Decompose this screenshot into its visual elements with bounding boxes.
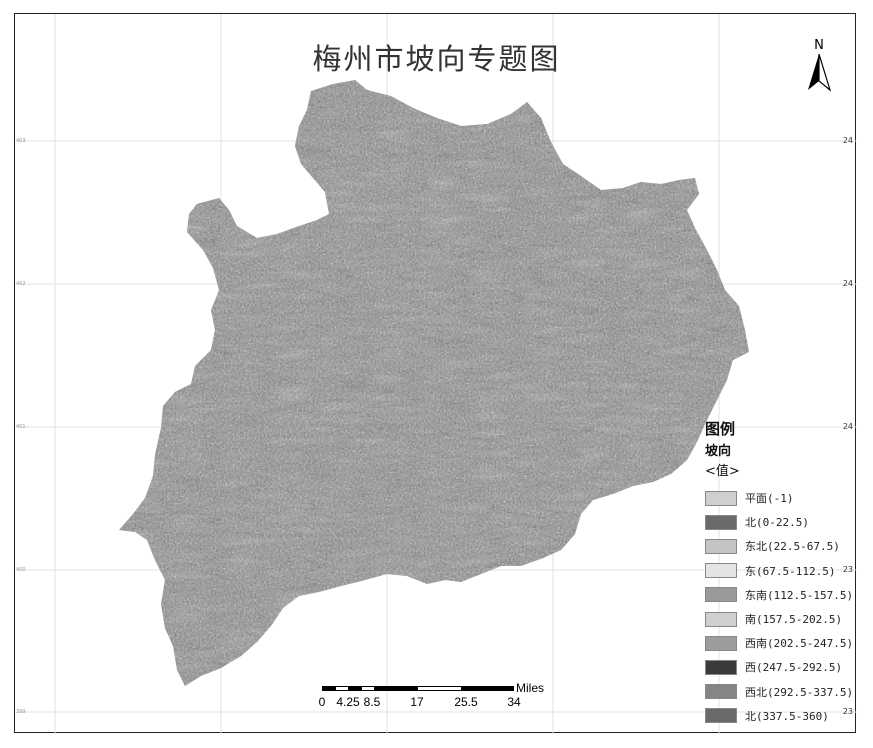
scale-tick: 4.25 — [336, 695, 360, 709]
legend-swatch — [705, 587, 737, 603]
legend-swatch — [705, 514, 737, 530]
legend-value-label: <值> — [705, 464, 740, 479]
scale-tick: 34 — [507, 695, 521, 709]
map-title: 梅州市坡向专题图 — [312, 42, 561, 76]
scale-tick: 25.5 — [454, 695, 478, 709]
legend-item-label: 东北(22.5-67.5) — [745, 540, 840, 554]
lat-label-left-4: 400 — [16, 567, 26, 573]
legend-swatch — [705, 490, 737, 506]
scale-segment — [374, 686, 418, 691]
legend-item-label: 东南(112.5-157.5) — [745, 588, 854, 602]
scale-tick: 0 — [318, 695, 326, 709]
legend-item: 北(337.5-360) — [705, 704, 865, 728]
legend-item: 西北(292.5-337.5) — [705, 680, 865, 704]
aspect-raster-region — [119, 80, 749, 686]
scale-segment — [348, 686, 362, 691]
legend-swatch — [705, 611, 737, 627]
lat-label-left-1: 403 — [16, 138, 26, 144]
map-canvas[interactable] — [15, 14, 857, 734]
lat-label-left-5: 399 — [16, 709, 26, 715]
legend-item-label: 北(0-22.5) — [745, 516, 809, 530]
scale-unit: Miles — [516, 681, 545, 695]
scale-bar: Miles 0 4.25 8.5 17 25.5 34 — [318, 681, 560, 713]
scale-tick: 8.5 — [363, 695, 381, 709]
legend-swatch — [705, 635, 737, 651]
legend-item-label: 平面(-1) — [745, 492, 794, 506]
legend-swatch — [705, 538, 737, 554]
legend-item-label: 南(157.5-202.5) — [745, 613, 843, 627]
legend-items: 平面(-1) 北(0-22.5) 东北(22.5-67.5) 东(67.5-11… — [705, 486, 865, 728]
lat-label-3: 24 — [842, 422, 853, 431]
legend-item: 平面(-1) — [705, 486, 865, 510]
legend-item: 南(157.5-202.5) — [705, 607, 865, 631]
legend-item-label: 东(67.5-112.5) — [745, 564, 836, 578]
lat-label-5: 23 — [842, 707, 853, 716]
legend-item-label: 西南(202.5-247.5) — [745, 637, 854, 651]
legend-swatch — [705, 708, 737, 724]
scale-segment — [417, 686, 462, 691]
lat-label-1: 24 — [842, 136, 853, 145]
map-frame: 24 24 24 23 23 403 402 401 400 399 — [14, 13, 857, 734]
north-arrow-icon — [808, 53, 832, 92]
legend-item: 西南(202.5-247.5) — [705, 631, 865, 655]
legend-swatch — [705, 563, 737, 579]
legend-item: 东南(112.5-157.5) — [705, 583, 865, 607]
lat-label-4: 23 — [842, 565, 853, 574]
legend-item-label: 西北(292.5-337.5) — [745, 685, 854, 699]
legend-item-label: 西(247.5-292.5) — [745, 661, 843, 675]
lat-label-left-3: 401 — [16, 424, 26, 430]
scale-segment — [461, 686, 514, 691]
legend-item: 东北(22.5-67.5) — [705, 534, 865, 558]
scale-tick: 17 — [410, 695, 424, 709]
north-arrow: N — [804, 38, 834, 94]
legend-item: 西(247.5-292.5) — [705, 655, 865, 679]
legend-item-label: 北(337.5-360) — [745, 709, 829, 723]
map-legend: 图例 坡向 <值> 平面(-1) 北(0-22.5) 东北(22.5-67.5)… — [705, 418, 865, 728]
scale-segment — [322, 686, 336, 691]
north-letter: N — [814, 38, 824, 53]
legend-title: 图例 — [705, 420, 736, 438]
legend-swatch — [705, 684, 737, 700]
legend-item: 东(67.5-112.5) — [705, 559, 865, 583]
scale-segment — [361, 686, 375, 691]
scale-segment — [335, 686, 349, 691]
legend-subtitle: 坡向 — [705, 444, 732, 459]
lat-label-2: 24 — [842, 279, 853, 288]
legend-swatch — [705, 659, 737, 675]
lat-label-left-2: 402 — [16, 281, 26, 287]
legend-item: 北(0-22.5) — [705, 510, 865, 534]
